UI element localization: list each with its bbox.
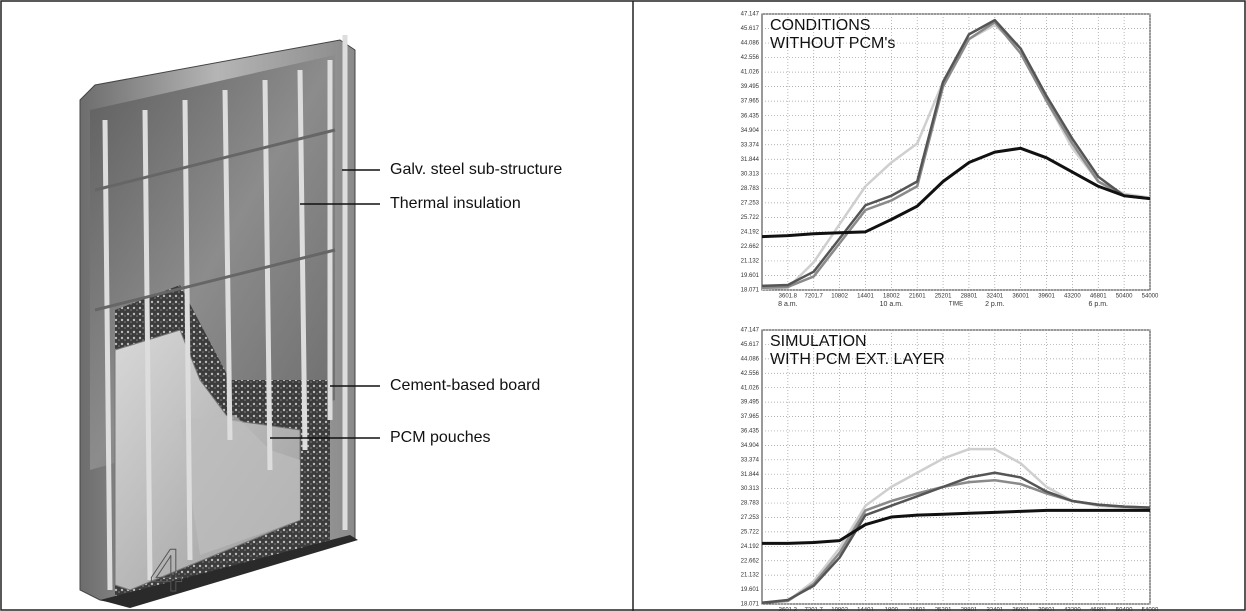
chart-title: WITHOUT PCM's	[770, 35, 895, 52]
x-tick-label: 10802	[831, 294, 848, 300]
time-label: 8 a.m.	[778, 301, 798, 308]
y-tick-label: 44.086	[741, 41, 760, 47]
y-tick-label: 19.601	[741, 273, 760, 279]
x-axis-label: TIME	[949, 302, 963, 308]
y-tick-label: 30.313	[741, 486, 760, 492]
chart-title: SIMULATION	[770, 333, 867, 350]
x-tick-label: 3601.3	[779, 608, 798, 611]
y-tick-label: 27.253	[741, 515, 760, 521]
y-tick-label: 36.435	[741, 429, 760, 435]
y-tick-label: 18.071	[741, 602, 760, 608]
x-tick-label: 7201.7	[805, 294, 824, 300]
svg-text:4: 4	[150, 537, 183, 604]
y-tick-label: 30.313	[741, 171, 760, 177]
x-tick-label: 36001	[1012, 608, 1029, 611]
y-tick-label: 27.253	[741, 200, 760, 206]
y-tick-label: 34.904	[741, 128, 760, 134]
x-tick-label: 21601	[909, 608, 926, 611]
y-tick-label: 37.965	[741, 414, 760, 420]
y-tick-label: 33.374	[741, 457, 760, 463]
figure-canvas: 4 Galv. steel sub-structure Thermal insu…	[0, 0, 1246, 611]
x-tick-label: 21601	[909, 294, 926, 300]
time-label: 10 a.m.	[880, 301, 903, 308]
y-tick-label: 21.132	[741, 259, 760, 265]
label: Thermal insulation	[390, 195, 521, 212]
x-tick-label: 32401	[986, 294, 1003, 300]
label: Galv. steel sub-structure	[390, 161, 562, 178]
wall-illustration: 4	[80, 35, 358, 608]
y-tick-label: 24.192	[741, 229, 760, 235]
x-tick-label: 39601	[1038, 608, 1055, 611]
chart-title: WITH PCM EXT. LAYER	[770, 351, 945, 368]
x-tick-label: 14401	[857, 608, 874, 611]
x-tick-label: 10802	[831, 608, 848, 611]
y-tick-label: 39.495	[741, 84, 760, 90]
label: PCM pouches	[390, 429, 491, 446]
x-tick-label: 32401	[986, 608, 1003, 611]
x-tick-label: 18002	[883, 294, 900, 300]
y-tick-label: 41.026	[741, 385, 760, 391]
y-tick-label: 31.844	[741, 157, 760, 163]
x-tick-label: 54000	[1142, 294, 1159, 300]
x-tick-label: 46801	[1090, 294, 1107, 300]
y-tick-label: 22.662	[741, 244, 760, 250]
y-tick-label: 42.556	[741, 55, 760, 61]
y-tick-label: 47.147	[741, 328, 760, 334]
x-tick-label: 1800	[885, 608, 899, 611]
y-tick-label: 42.556	[741, 371, 760, 377]
x-tick-label: 43200	[1064, 608, 1081, 611]
x-tick-label: 28801	[961, 608, 978, 611]
plot-area	[762, 14, 1150, 290]
y-tick-label: 25.722	[741, 215, 760, 221]
y-tick-label: 44.086	[741, 356, 760, 362]
x-tick-label: 43200	[1064, 294, 1081, 300]
y-tick-label: 47.147	[741, 12, 760, 18]
y-tick-label: 24.192	[741, 544, 760, 550]
y-tick-label: 39.495	[741, 400, 760, 406]
y-tick-label: 19.601	[741, 587, 760, 593]
y-tick-label: 18.071	[741, 288, 760, 294]
y-tick-label: 36.435	[741, 113, 760, 119]
plot-area	[762, 330, 1150, 604]
y-tick-label: 34.904	[741, 443, 760, 449]
y-tick-label: 37.965	[741, 99, 760, 105]
y-tick-label: 28.783	[741, 501, 760, 507]
x-tick-label: 54000	[1142, 608, 1159, 611]
time-label: 2 p.m.	[985, 301, 1005, 308]
x-tick-label: 46801	[1090, 608, 1107, 611]
y-tick-label: 45.617	[741, 26, 760, 32]
y-tick-label: 22.662	[741, 558, 760, 564]
y-tick-label: 25.722	[741, 529, 760, 535]
x-tick-label: 39601	[1038, 294, 1055, 300]
y-tick-label: 33.374	[741, 142, 760, 148]
time-label: 6 p.m.	[1089, 301, 1109, 308]
y-tick-label: 31.844	[741, 472, 760, 478]
x-tick-label: 3601.8	[779, 294, 798, 300]
y-tick-label: 21.132	[741, 573, 760, 579]
y-tick-label: 28.783	[741, 186, 760, 192]
x-tick-label: 36001	[1012, 294, 1029, 300]
chart-title: CONDITIONS	[770, 17, 870, 34]
x-tick-label: 14401	[857, 294, 874, 300]
x-tick-label: 50400	[1116, 294, 1133, 300]
x-tick-label: 50400	[1116, 608, 1133, 611]
x-tick-label: 25201	[935, 294, 952, 300]
x-tick-label: 7201.7	[805, 608, 824, 611]
x-tick-label: 28801	[961, 294, 978, 300]
x-tick-label: 25201	[935, 608, 952, 611]
figure: 4 Galv. steel sub-structure Thermal insu…	[0, 0, 1246, 611]
y-tick-label: 45.617	[741, 342, 760, 348]
y-tick-label: 41.026	[741, 70, 760, 76]
label: Cement-based board	[390, 377, 540, 394]
